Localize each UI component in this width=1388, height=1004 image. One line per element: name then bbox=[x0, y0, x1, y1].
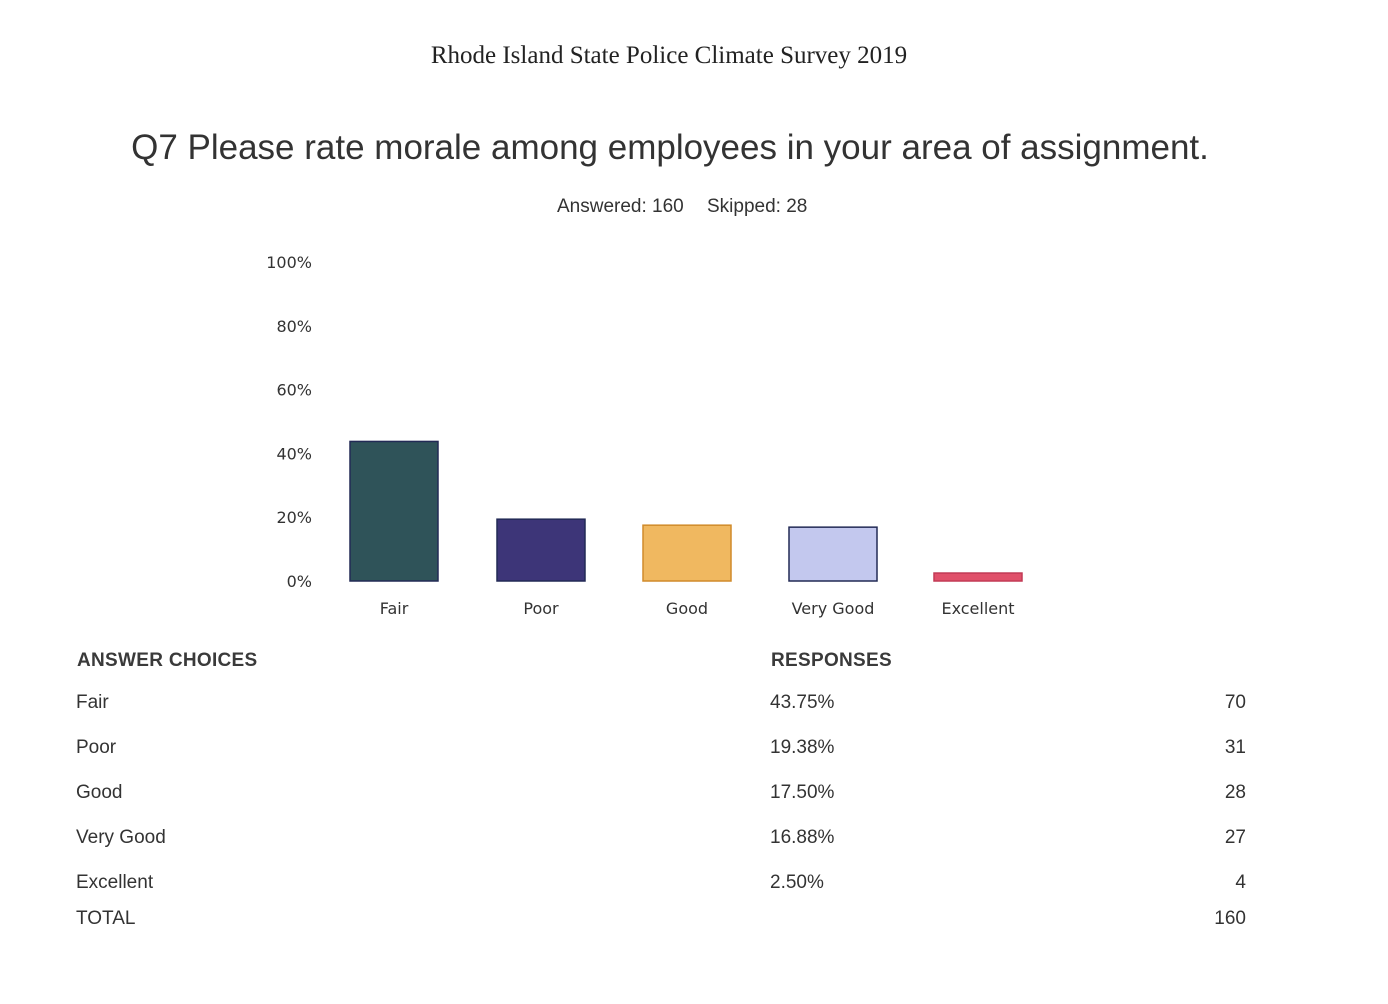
total-count: 160 bbox=[1214, 908, 1246, 929]
row-count: 28 bbox=[1224, 782, 1246, 803]
row-choice: Fair bbox=[76, 692, 109, 713]
responses-header: RESPONSES bbox=[771, 650, 892, 671]
question-title: Q7 Please rate morale among employees in… bbox=[131, 128, 1209, 167]
row-percent: 16.88% bbox=[770, 827, 835, 848]
bar-good bbox=[642, 524, 732, 582]
table-row: Fair 43.75% 70 bbox=[0, 692, 1388, 722]
row-percent: 2.50% bbox=[770, 872, 824, 893]
table-row: Excellent 2.50% 4 bbox=[0, 872, 1388, 902]
table-row: Very Good 16.88% 27 bbox=[0, 827, 1388, 857]
row-count: 70 bbox=[1224, 692, 1246, 713]
row-choice: Good bbox=[76, 782, 123, 803]
table-row: Poor 19.38% 31 bbox=[0, 737, 1388, 767]
total-label: TOTAL bbox=[76, 908, 136, 929]
skipped-count: Skipped: 28 bbox=[707, 196, 808, 217]
row-choice: Excellent bbox=[76, 872, 154, 893]
bar-chart: 0% 20% 40% 60% 80% 100% Fair Poor Good Very Good E… bbox=[266, 253, 1023, 618]
table-total-row: TOTAL 160 bbox=[0, 908, 1388, 938]
x-category-label: Very Good bbox=[792, 599, 875, 618]
x-category-label: Excellent bbox=[941, 599, 1014, 618]
x-category-label: Good bbox=[666, 599, 708, 618]
row-percent: 19.38% bbox=[770, 737, 835, 758]
survey-title: Rhode Island State Police Climate Survey… bbox=[430, 42, 908, 69]
bar-poor bbox=[496, 518, 586, 582]
y-tick-label: 20% bbox=[276, 508, 312, 527]
x-category-label: Poor bbox=[523, 599, 559, 618]
y-tick-label: 40% bbox=[276, 444, 312, 463]
bar-very-good bbox=[788, 526, 878, 582]
answered-count: Answered: 160 bbox=[557, 196, 684, 217]
x-category-label: Fair bbox=[380, 599, 409, 618]
y-tick-label: 60% bbox=[276, 381, 312, 400]
row-count: 31 bbox=[1224, 737, 1246, 758]
row-choice: Poor bbox=[76, 737, 117, 758]
row-count: 4 bbox=[1235, 872, 1246, 893]
bar-excellent bbox=[933, 572, 1023, 582]
row-choice: Very Good bbox=[76, 827, 166, 848]
row-count: 27 bbox=[1224, 827, 1246, 848]
y-tick-label: 0% bbox=[287, 572, 312, 591]
row-percent: 43.75% bbox=[770, 692, 835, 713]
row-percent: 17.50% bbox=[770, 782, 835, 803]
y-tick-label: 100% bbox=[266, 253, 312, 272]
table-row: Good 17.50% 28 bbox=[0, 782, 1388, 812]
bar-fair bbox=[349, 440, 439, 582]
y-tick-label: 80% bbox=[276, 317, 312, 336]
answer-choices-header: ANSWER CHOICES bbox=[77, 650, 258, 671]
